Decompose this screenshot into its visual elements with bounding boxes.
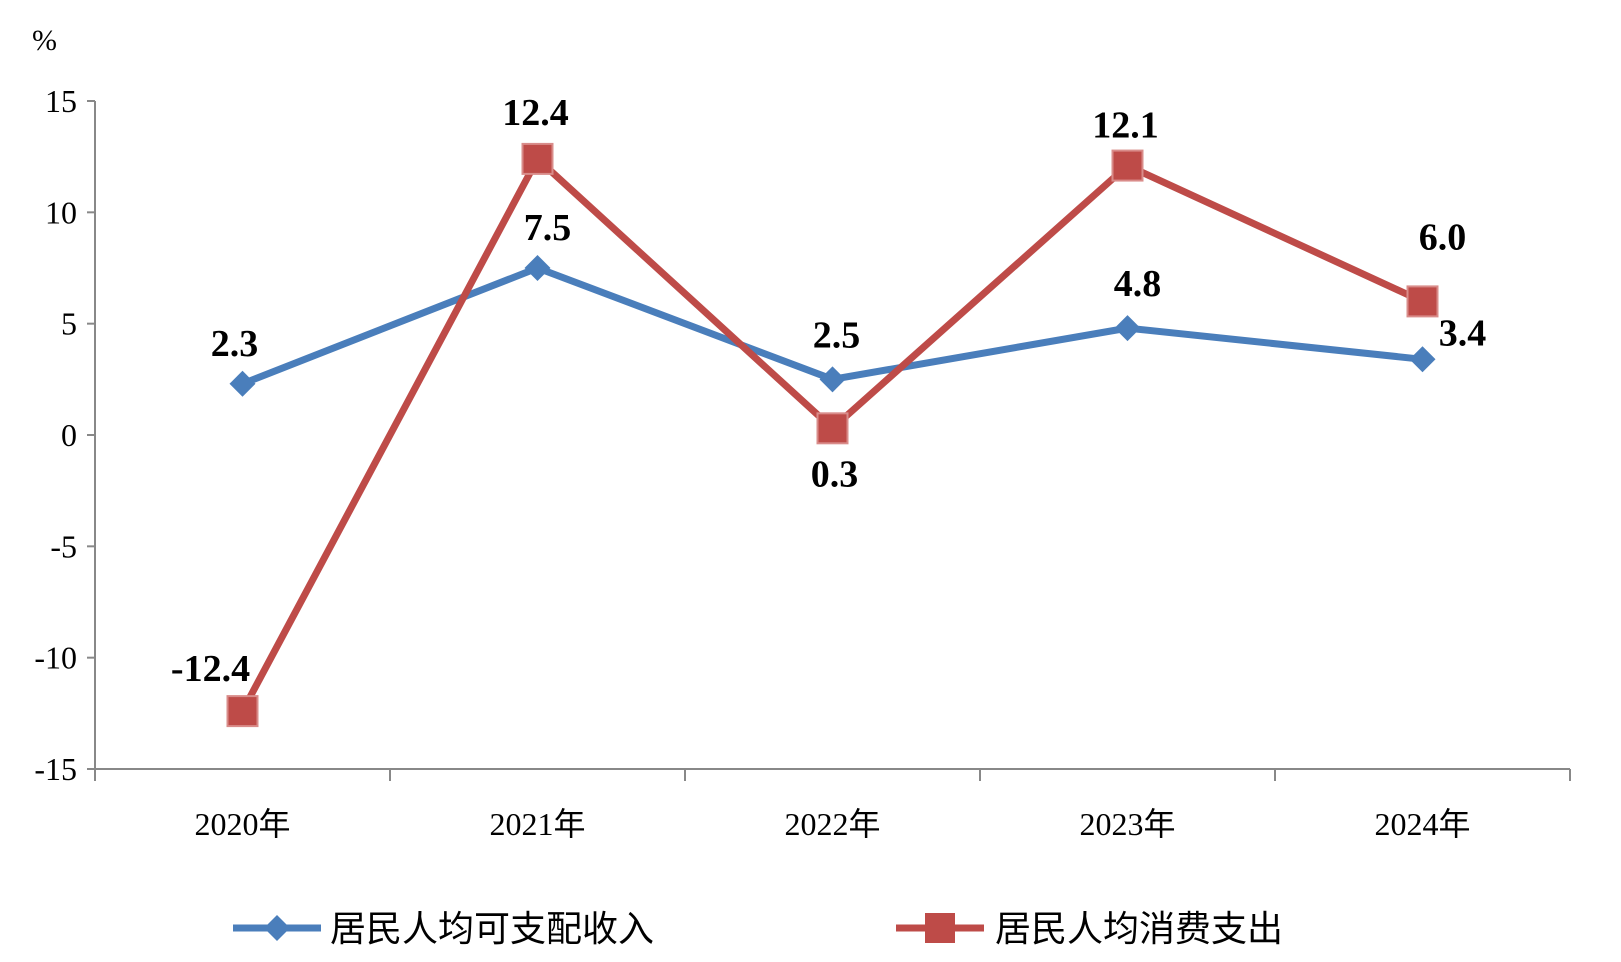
x-tick-label: 2021年 <box>489 806 585 842</box>
legend-label: 居民人均可支配收入 <box>330 909 654 950</box>
y-tick-label: 0 <box>61 417 77 453</box>
y-tick-label: -10 <box>34 640 77 676</box>
x-tick-label: 2020年 <box>194 806 290 842</box>
data-point <box>1406 285 1439 318</box>
legend-item-2: 居民人均消费支出 <box>896 909 1283 950</box>
legend-marker <box>925 913 955 943</box>
data-label: 3.4 <box>1439 312 1487 354</box>
data-point <box>521 142 554 175</box>
series-layer: 2.3 7.5 2.5 4.8 3.4 -12.4 12.4 0.3 12.1 6.0 <box>171 92 1487 728</box>
series-1: 2.3 7.5 2.5 4.8 3.4 <box>211 207 1487 397</box>
data-point <box>1111 149 1144 182</box>
data-point <box>226 695 259 728</box>
legend: 居民人均可支配收入 居民人均消费支出 <box>233 909 1283 950</box>
y-tick-label: -15 <box>34 751 77 787</box>
data-point <box>816 412 849 445</box>
y-tick-label: 5 <box>61 306 77 342</box>
data-point <box>524 255 551 281</box>
y-tick-label: 15 <box>45 83 77 119</box>
legend-label: 居民人均消费支出 <box>995 909 1283 950</box>
data-label: 7.5 <box>524 207 572 249</box>
legend-item-1: 居民人均可支配收入 <box>233 909 654 950</box>
legend-marker <box>264 915 290 941</box>
axes: 15 10 5 0 -5 -10 -15 2020年 2021年 2022年 2023年 2024年 <box>34 83 1571 842</box>
y-tick-label: 10 <box>45 194 77 230</box>
data-point <box>1409 346 1436 373</box>
data-label: 6.0 <box>1419 216 1467 258</box>
data-label: 0.3 <box>811 453 859 495</box>
x-tick-label: 2024年 <box>1374 806 1470 842</box>
x-tick-label: 2022年 <box>784 806 880 842</box>
data-label: -12.4 <box>171 648 250 690</box>
data-point <box>229 370 256 397</box>
data-label: 12.1 <box>1092 105 1159 147</box>
data-label: 2.5 <box>813 314 861 356</box>
y-tick-label: -5 <box>50 528 77 564</box>
x-tick-label: 2023年 <box>1079 806 1175 842</box>
data-label: 12.4 <box>502 92 569 134</box>
series-2: -12.4 12.4 0.3 12.1 6.0 <box>171 92 1467 728</box>
data-label: 2.3 <box>211 323 259 365</box>
y-axis-unit-label: % <box>32 24 57 57</box>
data-point <box>1114 315 1141 342</box>
data-point <box>819 366 846 393</box>
data-label: 4.8 <box>1114 263 1162 305</box>
